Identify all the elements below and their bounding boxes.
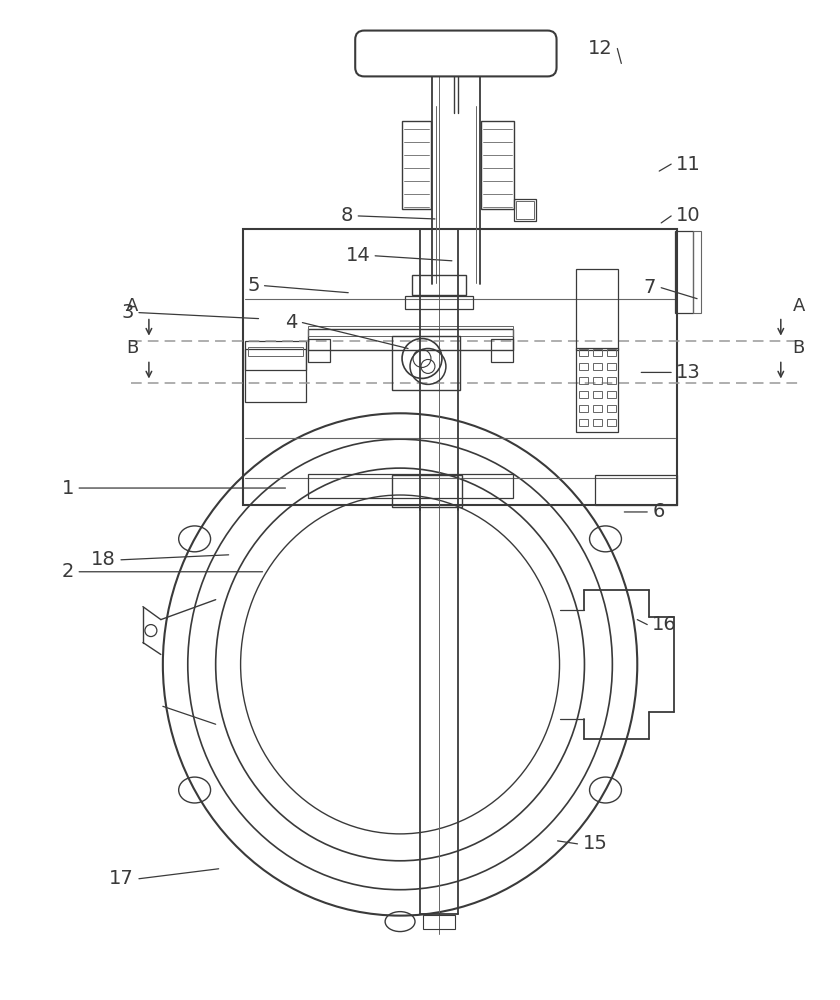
Text: 5: 5: [247, 276, 260, 295]
Bar: [593, 391, 602, 398]
Bar: [593, 377, 602, 384]
Bar: [244, 341, 307, 402]
Bar: [514, 199, 536, 221]
Bar: [580, 377, 589, 384]
Bar: [607, 349, 617, 356]
Text: A: A: [126, 297, 138, 315]
Bar: [248, 347, 303, 356]
Bar: [607, 405, 617, 412]
Text: 15: 15: [582, 834, 607, 853]
Bar: [576, 348, 618, 432]
Text: B: B: [126, 339, 138, 357]
Bar: [593, 363, 602, 370]
Bar: [402, 121, 431, 209]
Bar: [405, 296, 473, 309]
Bar: [308, 326, 512, 336]
Text: 4: 4: [285, 313, 297, 332]
Bar: [423, 915, 455, 929]
Bar: [593, 349, 602, 356]
Text: 9: 9: [405, 40, 417, 59]
Bar: [593, 419, 602, 426]
Bar: [243, 229, 677, 505]
Bar: [607, 419, 617, 426]
Text: 12: 12: [588, 39, 612, 58]
Bar: [580, 391, 589, 398]
Text: B: B: [793, 339, 805, 357]
Text: 3: 3: [122, 303, 134, 322]
Text: 8: 8: [341, 206, 354, 225]
Text: A: A: [793, 297, 805, 315]
Bar: [596, 475, 677, 505]
Bar: [580, 363, 589, 370]
Text: 2: 2: [62, 562, 74, 581]
Text: 10: 10: [676, 206, 701, 225]
Text: 18: 18: [92, 550, 116, 569]
Bar: [580, 405, 589, 412]
Bar: [392, 475, 462, 507]
Text: 6: 6: [652, 502, 664, 521]
Bar: [593, 405, 602, 412]
Text: 1: 1: [62, 479, 74, 498]
Bar: [576, 269, 618, 350]
Text: 13: 13: [676, 363, 701, 382]
Bar: [580, 419, 589, 426]
Text: 11: 11: [676, 155, 701, 174]
Bar: [607, 377, 617, 384]
Text: 16: 16: [652, 615, 677, 634]
Bar: [480, 121, 514, 209]
Bar: [308, 339, 330, 362]
Bar: [675, 231, 693, 313]
Bar: [491, 339, 512, 362]
Bar: [308, 474, 512, 498]
Bar: [607, 391, 617, 398]
Bar: [516, 201, 533, 219]
Text: 7: 7: [643, 278, 656, 297]
Bar: [580, 349, 589, 356]
Bar: [412, 275, 466, 295]
Text: 17: 17: [109, 869, 134, 888]
Bar: [392, 336, 459, 390]
Bar: [244, 349, 307, 370]
Text: 14: 14: [345, 246, 370, 265]
Bar: [607, 363, 617, 370]
FancyBboxPatch shape: [355, 31, 557, 76]
Bar: [693, 231, 701, 313]
Bar: [308, 329, 512, 350]
